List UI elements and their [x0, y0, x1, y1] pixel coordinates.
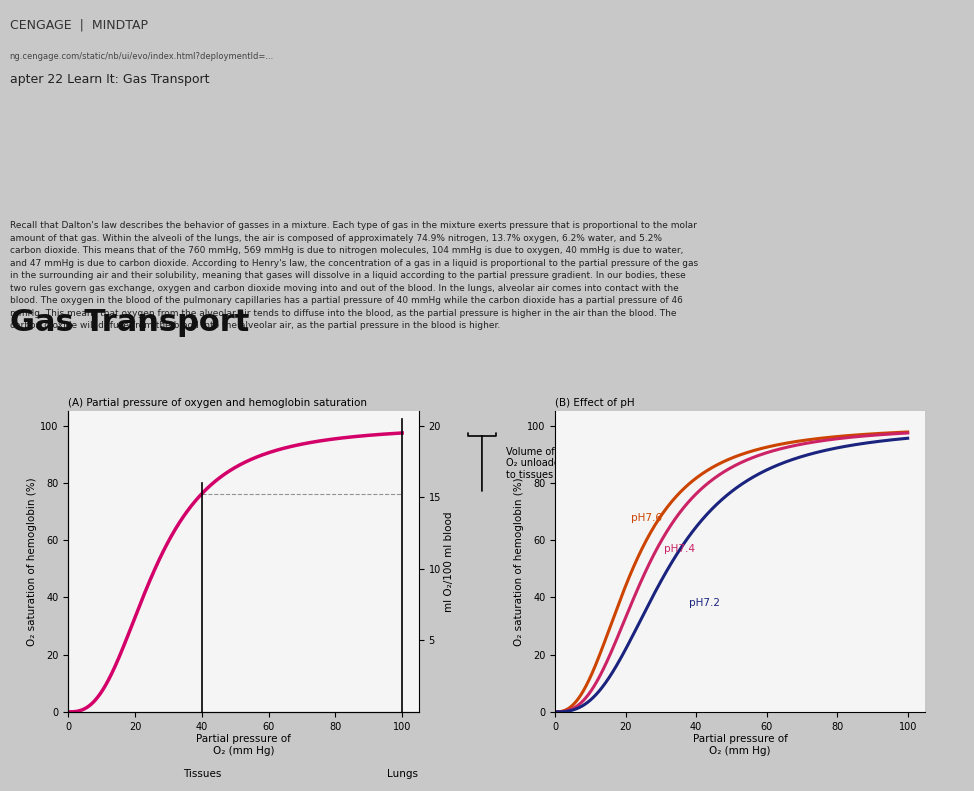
pH7.4: [759, 448, 770, 458]
pH7.6: [902, 427, 914, 437]
pH7.6: [759, 443, 770, 452]
pH7.2: [717, 494, 729, 504]
pH7.6: [839, 431, 850, 441]
pH7.4: [719, 467, 730, 476]
Line: pH7.4: pH7.4: [555, 433, 908, 712]
Text: Recall that Dalton's law describes the behavior of gasses in a mixture. Each typ: Recall that Dalton's law describes the b…: [10, 221, 697, 331]
pH7.4: [839, 433, 850, 443]
Text: apter 22 Learn It: Gas Transport: apter 22 Learn It: Gas Transport: [10, 73, 209, 86]
pH7.2: [902, 433, 914, 443]
Text: pH7.2: pH7.2: [690, 598, 720, 607]
Y-axis label: ml O₂/100 ml blood: ml O₂/100 ml blood: [444, 511, 454, 612]
Text: CENGAGE  |  MINDTAP: CENGAGE | MINDTAP: [10, 19, 148, 32]
Text: (A) Partial pressure of oxygen and hemoglobin saturation: (A) Partial pressure of oxygen and hemog…: [68, 398, 367, 408]
pH7.6: [719, 456, 730, 466]
X-axis label: Partial pressure of
O₂ (mm Hg): Partial pressure of O₂ (mm Hg): [693, 734, 788, 756]
pH7.2: [839, 442, 850, 452]
Text: Lungs: Lungs: [387, 769, 418, 779]
pH7.6: [549, 707, 561, 717]
pH7.2: [719, 492, 730, 501]
pH7.6: [717, 457, 729, 467]
Text: ng.cengage.com/static/nb/ui/evo/index.html?deploymentId=...: ng.cengage.com/static/nb/ui/evo/index.ht…: [10, 52, 274, 62]
Text: pH7.4: pH7.4: [664, 543, 695, 554]
Text: Volume of
O₂ unloaded
to tissues: Volume of O₂ unloaded to tissues: [506, 447, 567, 480]
Text: (B) Effect of pH: (B) Effect of pH: [555, 398, 635, 408]
pH7.6: [893, 428, 905, 437]
pH7.4: [740, 456, 752, 465]
Y-axis label: O₂ saturation of hemoglobin (%): O₂ saturation of hemoglobin (%): [27, 477, 37, 646]
pH7.4: [902, 428, 914, 437]
Text: pH7.6: pH7.6: [631, 513, 662, 523]
Text: Tissues: Tissues: [182, 769, 221, 779]
Line: pH7.6: pH7.6: [555, 432, 908, 712]
Y-axis label: O₂ saturation of hemoglobin (%): O₂ saturation of hemoglobin (%): [514, 477, 524, 646]
X-axis label: Partial pressure of
O₂ (mm Hg): Partial pressure of O₂ (mm Hg): [196, 734, 291, 756]
pH7.4: [893, 429, 905, 438]
pH7.2: [740, 477, 752, 486]
pH7.2: [759, 466, 770, 475]
pH7.6: [740, 448, 752, 458]
pH7.4: [717, 468, 729, 478]
Text: Gas Transport: Gas Transport: [10, 308, 249, 338]
pH7.4: [549, 707, 561, 717]
Line: pH7.2: pH7.2: [555, 438, 908, 712]
pH7.2: [893, 434, 905, 444]
pH7.2: [549, 707, 561, 717]
